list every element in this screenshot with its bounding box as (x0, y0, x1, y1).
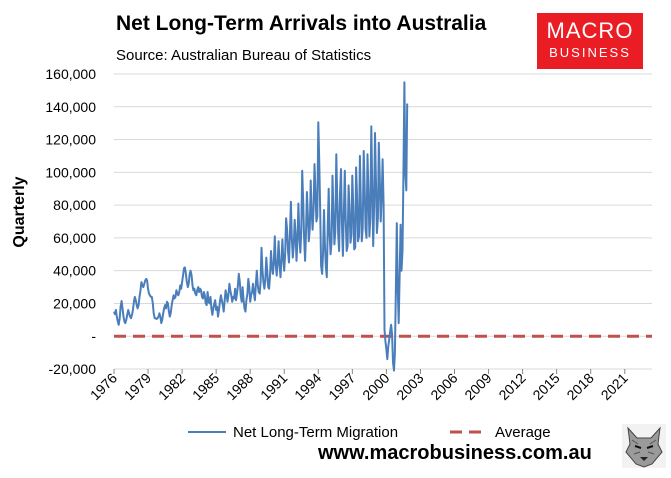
x-tick-label: 2012 (495, 370, 528, 403)
x-axis-ticks: 1976 1979 1982 1985 1988 1991 1994 1997 2000 2003… (87, 369, 631, 403)
logo-line-macro: MACRO (546, 18, 634, 43)
x-tick-label: 1985 (189, 370, 222, 403)
x-tick-label: 1988 (223, 370, 256, 403)
chart-subtitle: Source: Australian Bureau of Statistics (116, 47, 372, 64)
x-tick-label: 1991 (257, 370, 290, 403)
y-tick-label: 120,000 (45, 132, 96, 148)
y-tick-label: 160,000 (45, 66, 96, 82)
x-tick-label: 1997 (325, 370, 358, 403)
macrobusiness-logo: MACRO BUSINESS (537, 13, 643, 69)
x-tick-label: 2003 (393, 370, 426, 403)
website-url: www.macrobusiness.com.au (318, 442, 592, 464)
x-tick-label: 2018 (563, 370, 596, 403)
x-tick-label: 2009 (461, 370, 494, 403)
logo-line-business: BUSINESS (549, 45, 631, 60)
y-tick-label: 140,000 (45, 99, 96, 115)
y-tick-label: 100,000 (45, 164, 96, 180)
legend: Net Long-Term Migration Average (188, 424, 551, 441)
y-tick-label: 80,000 (53, 197, 96, 213)
x-tick-label: 2006 (427, 370, 460, 403)
x-tick-label: 1994 (291, 370, 324, 403)
legend-label-net-migration: Net Long-Term Migration (233, 424, 398, 441)
x-tick-label: 2015 (529, 370, 562, 403)
y-tick-label: -20,000 (49, 361, 97, 377)
y-tick-label: - (91, 328, 96, 344)
wolf-head-icon (622, 424, 666, 468)
y-tick-label: 20,000 (53, 295, 96, 311)
y-tick-label: 40,000 (53, 263, 96, 279)
x-tick-label: 1979 (121, 370, 154, 403)
chart-title: Net Long-Term Arrivals into Australia (116, 12, 487, 35)
y-tick-label: 60,000 (53, 230, 96, 246)
net-migration-series-line (113, 81, 409, 372)
x-tick-label: 1982 (155, 370, 188, 403)
x-tick-label: 2021 (598, 370, 631, 403)
y-axis-ticks: -20,000-20,00040,00060,00080,000100,0001… (45, 66, 96, 377)
y-axis-label: Quarterly (11, 176, 28, 247)
x-tick-label: 2000 (359, 370, 392, 403)
legend-label-average: Average (495, 424, 551, 441)
